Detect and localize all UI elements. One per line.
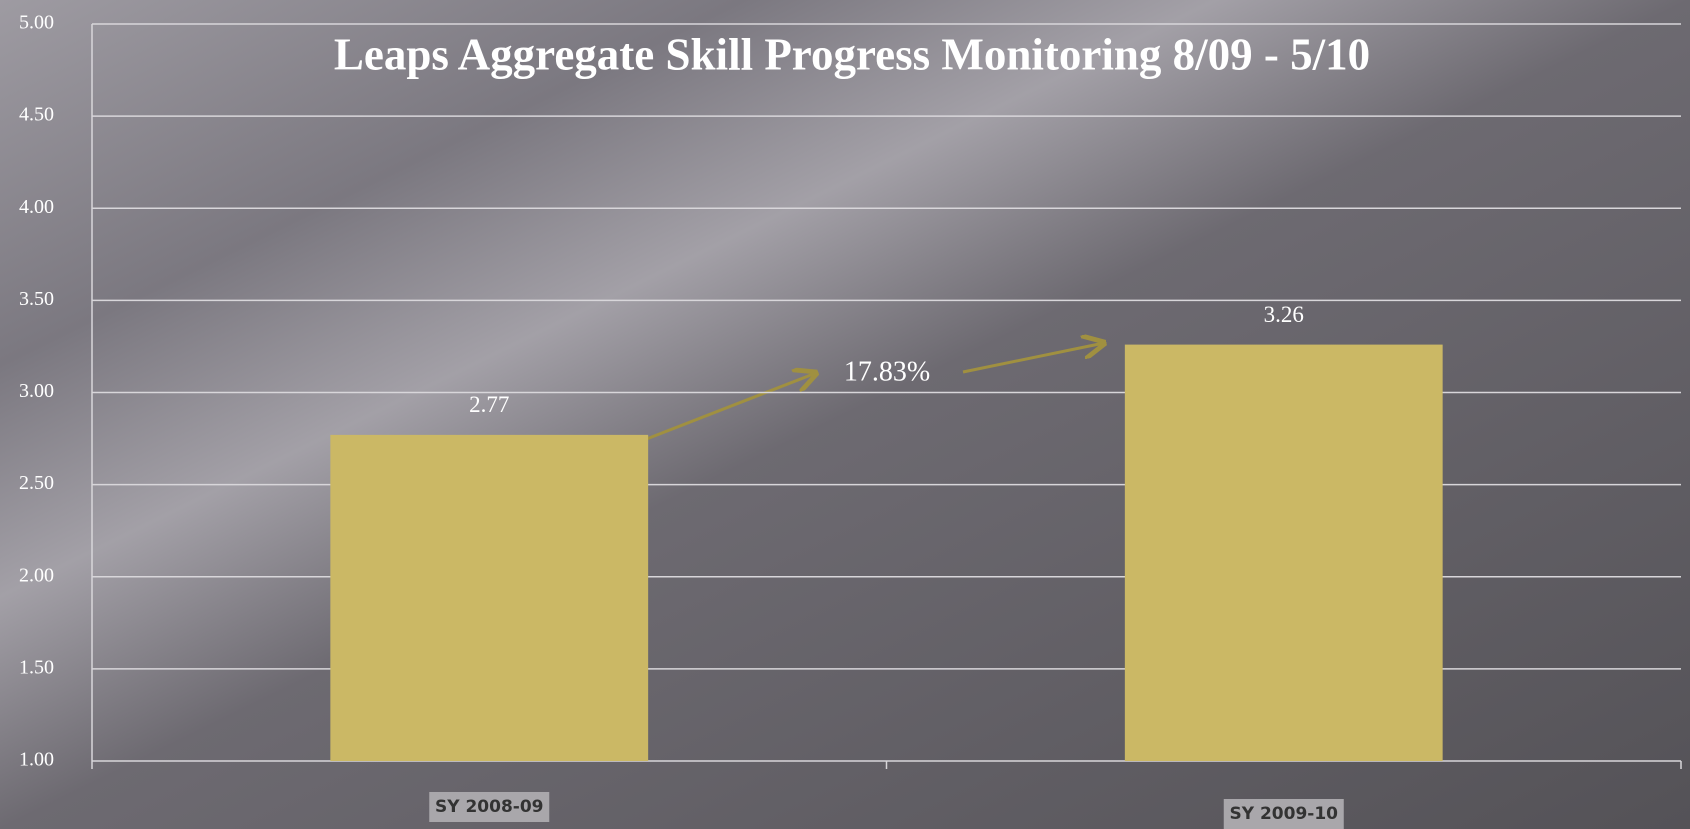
x-tick-label: SY 2008-09 [435,797,544,817]
bar [330,434,649,761]
y-tick-label: 2.50 [19,472,54,494]
bar [1124,344,1443,761]
y-tick-label: 2.00 [19,564,54,586]
y-tick-label: 4.50 [19,104,54,126]
y-tick-label: 1.00 [19,749,54,771]
chart-title: Leaps Aggregate Skill Progress Monitorin… [334,29,1370,79]
y-tick-label: 4.00 [19,196,54,218]
y-tick-label: 3.00 [19,380,54,402]
value-label: 2.77 [469,392,509,417]
y-tick-label: 1.50 [19,656,54,678]
y-tick-label: 5.00 [19,12,54,34]
x-label-background [1223,799,1344,829]
arrow [962,343,1104,374]
x-tick-label: SY 2009-10 [1230,804,1339,824]
value-label: 3.26 [1264,302,1304,327]
annotation: 17.83% [844,356,930,387]
y-tick-label: 3.50 [19,288,54,310]
x-label-background [429,792,550,822]
arrow [643,373,816,442]
